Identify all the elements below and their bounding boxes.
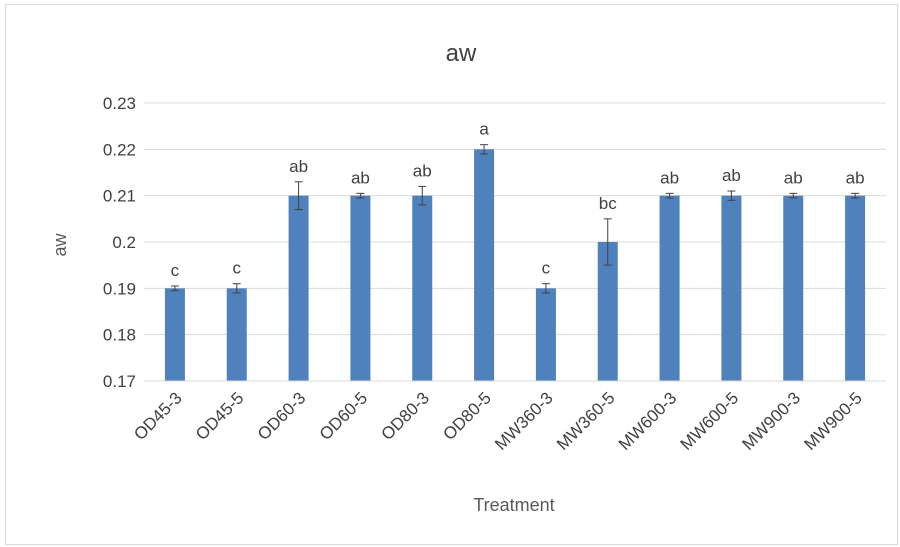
error-bar <box>170 285 179 292</box>
significance-label: ab <box>351 168 370 187</box>
error-bar <box>789 192 798 199</box>
error-bar <box>294 181 303 211</box>
error-bar <box>665 192 674 199</box>
x-tick-label: OD80-3 <box>378 388 434 444</box>
bar <box>164 288 185 381</box>
y-tick-label: 0.19 <box>103 279 136 298</box>
significance-label: ab <box>722 166 741 185</box>
error-bar <box>727 190 736 201</box>
y-tick-label: 0.22 <box>103 140 136 159</box>
significance-labels: c c ab ab ab a c bc ab ab ab ab <box>171 120 865 280</box>
bar <box>288 195 309 381</box>
significance-label: ab <box>413 161 432 180</box>
error-bar <box>851 192 860 199</box>
y-tick-label: 0.23 <box>103 94 136 113</box>
error-bar <box>232 283 241 294</box>
bar <box>474 149 495 381</box>
error-bar <box>603 218 612 266</box>
y-tick-label: 0.21 <box>103 187 136 206</box>
x-tick-label: OD60-3 <box>254 388 310 444</box>
bar <box>350 195 371 381</box>
significance-label: c <box>233 259 242 278</box>
x-tick-label: OD80-5 <box>439 388 495 444</box>
bar-chart: aw 0.17 0.18 0.19 0.2 0.21 0.22 0.23 c c ab ab ab a… <box>50 40 886 515</box>
x-tick-label: OD45-5 <box>192 388 248 444</box>
significance-label: bc <box>599 194 617 213</box>
bars <box>164 149 866 381</box>
error-bar <box>418 185 427 206</box>
bar <box>783 195 804 381</box>
x-tick-label: OD60-5 <box>316 388 372 444</box>
gridlines <box>144 102 886 336</box>
significance-label: ab <box>660 168 679 187</box>
bar <box>845 195 866 381</box>
significance-label: a <box>479 120 489 139</box>
significance-label: ab <box>784 168 803 187</box>
x-tick-label: MW360-3 <box>491 388 557 454</box>
x-axis-title: Treatment <box>473 495 554 515</box>
chart-title: aw <box>446 40 477 67</box>
bar <box>412 195 433 381</box>
chart-frame: aw 0.17 0.18 0.19 0.2 0.21 0.22 0.23 c c ab ab ab a… <box>5 4 898 545</box>
significance-label: ab <box>846 168 865 187</box>
error-bar <box>480 144 489 155</box>
error-bars <box>170 144 860 294</box>
y-tick-label: 0.18 <box>103 326 136 345</box>
bar <box>721 195 742 381</box>
x-tick-label: MW600-3 <box>615 388 681 454</box>
bar <box>535 288 556 381</box>
y-tick-label: 0.2 <box>112 233 136 252</box>
significance-label: ab <box>289 157 308 176</box>
significance-label: c <box>542 259 551 278</box>
bar <box>597 242 618 381</box>
x-tick-label: MW600-5 <box>677 388 743 454</box>
x-tick-label: MW360-5 <box>553 388 619 454</box>
y-axis-title: aw <box>50 232 70 256</box>
error-bar <box>356 192 365 199</box>
x-axis-ticks: OD45-3 OD45-5 OD60-3 OD60-5 OD80-3 OD80-5MW36… <box>130 388 866 454</box>
bar <box>226 288 247 381</box>
error-bar <box>541 283 550 294</box>
x-tick-label: MW900-5 <box>800 388 866 454</box>
bar <box>659 195 680 381</box>
x-tick-label: MW900-3 <box>739 388 805 454</box>
significance-label: c <box>171 261 180 280</box>
y-tick-label: 0.17 <box>103 372 136 391</box>
y-axis-ticks: 0.17 0.18 0.19 0.2 0.21 0.22 0.23 <box>103 94 136 391</box>
x-tick-label: OD45-3 <box>130 388 186 444</box>
